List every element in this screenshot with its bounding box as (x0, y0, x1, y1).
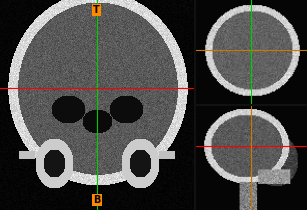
Text: B: B (93, 195, 100, 205)
Text: T: T (93, 5, 100, 15)
